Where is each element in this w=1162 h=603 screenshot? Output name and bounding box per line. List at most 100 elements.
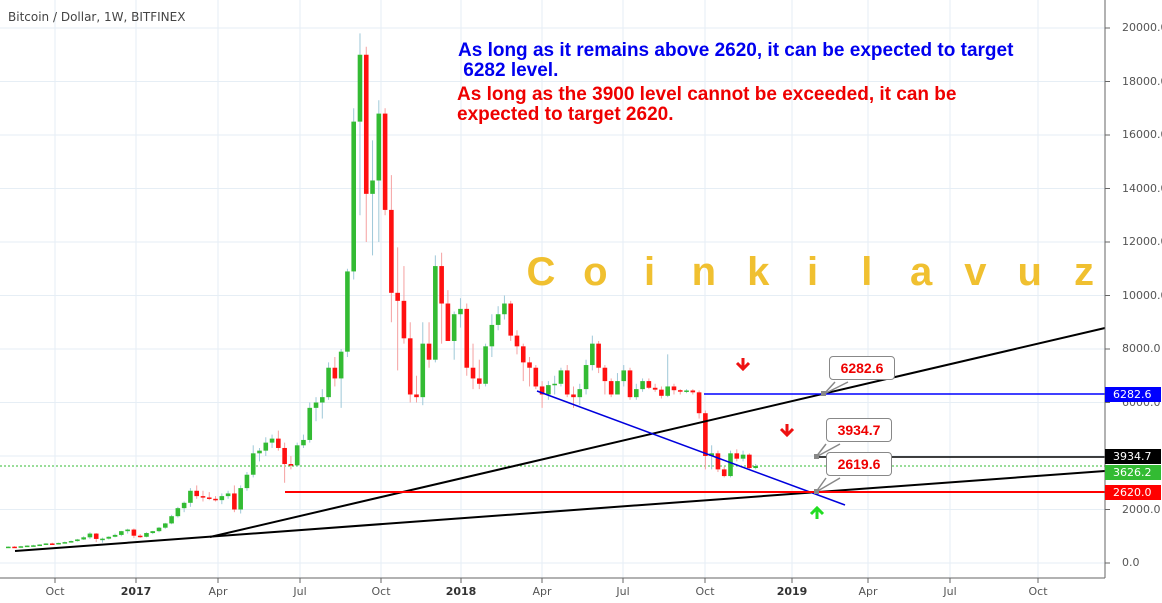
candle — [307, 407, 313, 440]
candle — [483, 346, 488, 384]
candle — [263, 442, 269, 451]
candle — [332, 367, 338, 379]
candle — [546, 385, 551, 395]
candle — [194, 490, 199, 497]
candle — [81, 537, 86, 540]
candle — [715, 453, 721, 470]
candle — [514, 335, 520, 347]
candle — [131, 529, 137, 536]
candle — [401, 300, 407, 339]
candle — [357, 54, 363, 122]
candle — [257, 450, 262, 454]
candle — [294, 445, 300, 466]
candle — [646, 381, 652, 388]
candle — [696, 392, 702, 414]
candle — [382, 113, 388, 210]
candle — [156, 527, 162, 532]
candle — [389, 209, 394, 293]
watermark-letter: k — [747, 250, 770, 294]
candle — [163, 523, 168, 528]
candle — [288, 464, 294, 466]
y-tick-label: 16000.0 — [1122, 128, 1162, 141]
candle — [313, 402, 319, 408]
candle — [590, 343, 595, 366]
watermark-letter: a — [909, 250, 933, 294]
x-axis-ticks — [54, 578, 1039, 583]
candle — [301, 439, 306, 446]
price-label-resistance: 3934.7 — [1105, 449, 1161, 464]
x-tick-label: Jul — [616, 585, 630, 598]
candle — [747, 454, 752, 469]
candle — [24, 545, 30, 548]
trendline-mid-term — [209, 327, 1106, 538]
note-blue: As long as it remains above 2620, it can… — [458, 40, 1014, 81]
candle — [495, 314, 501, 325]
chart-title: Bitcoin / Dollar, 1W, BITFINEX — [8, 10, 186, 24]
candle — [112, 534, 118, 537]
price-label-last: 3626.2 — [1105, 465, 1161, 480]
candle — [477, 378, 482, 384]
candle — [734, 453, 740, 459]
watermark-letter: l — [861, 250, 873, 294]
candle — [621, 370, 627, 382]
candle — [75, 539, 80, 542]
watermark-letter: n — [691, 250, 717, 294]
candle — [677, 390, 683, 392]
candle — [62, 542, 68, 544]
trendline-descending — [536, 390, 846, 506]
candle — [188, 490, 193, 503]
candle — [564, 370, 570, 395]
candle — [577, 389, 583, 398]
x-tick-label: Oct — [695, 585, 715, 598]
arrow-down-icon — [735, 358, 751, 372]
candle — [175, 508, 181, 517]
candle — [709, 453, 714, 456]
candle — [615, 381, 620, 395]
candle — [93, 533, 99, 539]
candle — [68, 541, 74, 543]
callout-support[interactable]: 2619.6 — [826, 452, 892, 476]
candle — [684, 390, 689, 392]
x-tick-label: Apr — [858, 585, 878, 598]
candle — [31, 545, 36, 547]
y-axis-ticks — [1105, 27, 1110, 564]
candle — [225, 493, 231, 497]
candle — [665, 386, 670, 396]
candle — [414, 394, 419, 398]
candle — [602, 367, 608, 382]
candle — [671, 386, 677, 391]
candle — [740, 454, 746, 459]
candle — [125, 529, 130, 532]
candle — [433, 266, 438, 360]
y-tick-label: 20000.0 — [1122, 21, 1162, 34]
candle — [407, 338, 413, 395]
callout-resistance[interactable]: 3934.7 — [826, 418, 892, 442]
callout-target[interactable]: 6282.6 — [829, 356, 895, 380]
candle — [445, 303, 451, 341]
y-tick-label: 10000.0 — [1122, 288, 1162, 302]
candle — [508, 303, 513, 336]
candle — [728, 453, 733, 477]
candle — [596, 343, 601, 368]
candle — [181, 502, 187, 509]
arrow-up-icon — [809, 505, 825, 519]
y-tick-label: 0.0 — [1122, 556, 1140, 569]
candle — [206, 497, 212, 499]
candle — [420, 343, 426, 398]
candle — [150, 531, 156, 534]
x-tick-label: Jul — [293, 585, 307, 598]
candle — [520, 346, 526, 363]
watermark-letter: u — [1017, 250, 1042, 294]
candle — [244, 474, 250, 489]
candle — [232, 493, 237, 510]
candle — [458, 308, 463, 315]
candle — [351, 121, 356, 272]
candle — [690, 390, 696, 393]
candle — [527, 362, 532, 368]
candle — [87, 533, 93, 538]
watermark-letter: z — [1074, 250, 1094, 294]
candle — [502, 303, 507, 315]
candle — [608, 381, 614, 395]
